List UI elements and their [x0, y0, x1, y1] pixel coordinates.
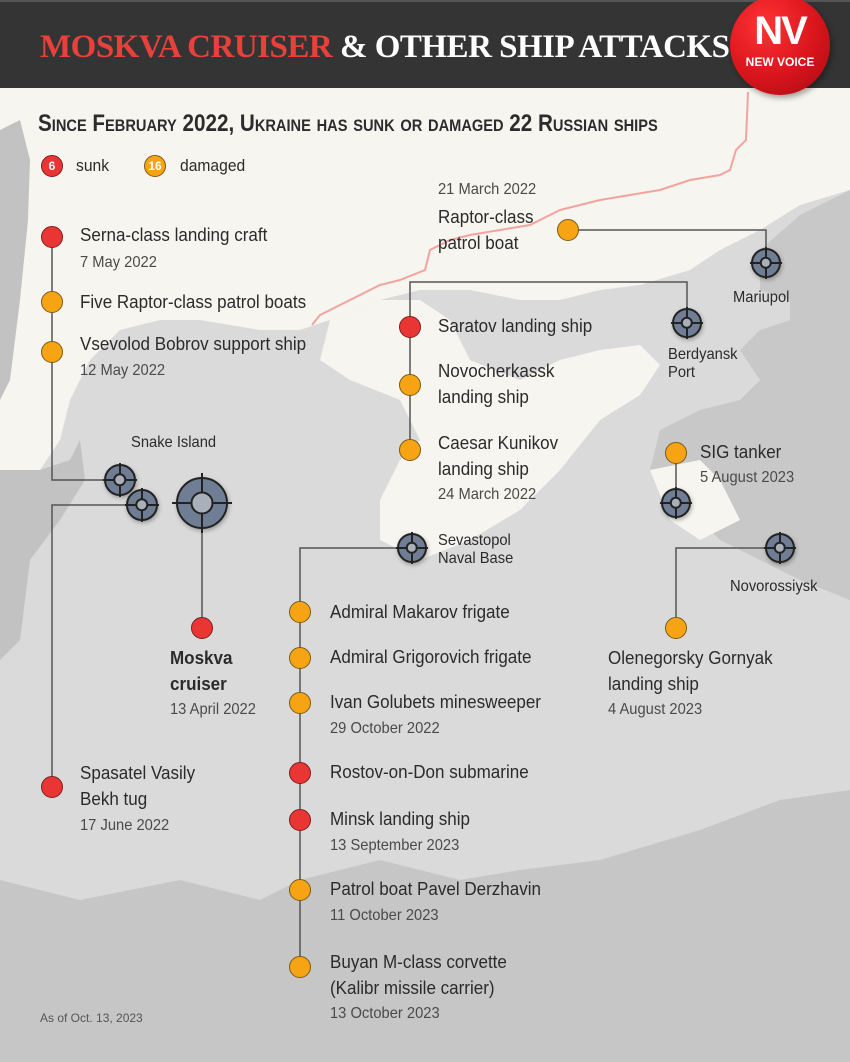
damaged-marker: [41, 341, 63, 363]
header-bar: MOSKVA CRUISER & OTHER SHIP ATTACKS: [0, 0, 850, 88]
front-line: [311, 91, 749, 326]
ship-name: Spasatel Vasily: [80, 762, 196, 783]
sunk-marker: [289, 762, 311, 784]
target-icon-moskva: [172, 473, 232, 533]
ship-date: 12 May 2022: [80, 362, 166, 379]
ship-name: Caesar Kunikov: [438, 432, 559, 453]
place-sevastopol-line1: Sevastopol: [438, 532, 511, 549]
ship-name: Minsk landing ship: [330, 808, 471, 829]
damaged-marker: [399, 439, 421, 461]
damaged-marker: [665, 442, 687, 464]
ship-date: 13 April 2022: [170, 701, 256, 718]
ship-name: Saratov landing ship: [438, 315, 593, 336]
legend-sunk-marker: 6: [41, 155, 63, 177]
ship-date: 11 October 2023: [330, 907, 439, 924]
place-snake-island: Snake Island: [131, 434, 217, 451]
ship-name: SIG tanker: [700, 441, 782, 462]
land-romania: [0, 120, 85, 660]
ship-date: 17 June 2022: [80, 817, 170, 834]
ship-name: (Kalibr missile carrier): [330, 977, 495, 998]
ship-date: 24 March 2022: [438, 486, 537, 503]
place-berdyansk: Berdyansk Port: [668, 346, 738, 382]
damaged-marker: [289, 879, 311, 901]
leader-line-left-top: [51, 237, 120, 481]
ship-date: 21 March 2022: [438, 181, 537, 198]
footnote: As of Oct. 13, 2023: [40, 1011, 143, 1025]
ship-name: Novocherkassk: [438, 360, 555, 381]
ship-name: Serna-class landing craft: [80, 224, 268, 245]
ship-name: Admiral Grigorovich frigate: [330, 646, 532, 667]
ship-name: Ivan Golubets minesweeper: [330, 691, 541, 712]
damaged-marker: [557, 219, 579, 241]
legend-sunk-label: sunk: [76, 156, 110, 175]
damaged-marker: [289, 956, 311, 978]
damaged-marker: [289, 601, 311, 623]
ship-name: Patrol boat Pavel Derzhavin: [330, 878, 541, 899]
ship-name: Raptor-class: [438, 206, 534, 227]
ship-name: Bekh tug: [80, 788, 148, 809]
ship-name: Buyan M-class corvette: [330, 951, 507, 972]
sunk-marker: [289, 809, 311, 831]
land-kuban: [650, 460, 740, 540]
target-icon-berdyansk: [670, 306, 704, 340]
logo-subtext: NEW VOICE: [745, 55, 815, 69]
leader-line-berdyansk: [409, 281, 688, 450]
subtitle: Since February 2022, Ukraine has sunk or…: [38, 110, 658, 137]
land-ukraine: [0, 86, 850, 470]
ship-date: 13 September 2023: [330, 837, 460, 854]
ship-date: 4 August 2023: [608, 701, 703, 718]
place-sevastopol: Sevastopol Naval Base: [438, 532, 513, 568]
ship-date: 13 October 2023: [330, 1005, 440, 1022]
legend-damaged-label: damaged: [180, 156, 246, 175]
place-novorossiysk: Novorossiysk: [730, 578, 818, 595]
page-title: MOSKVA CRUISER & OTHER SHIP ATTACKS: [40, 29, 730, 66]
ship-name-moskva: cruiser: [170, 673, 227, 694]
title-rest: & OTHER SHIP ATTACKS: [339, 29, 730, 65]
leader-line-novorossiysk: [675, 547, 780, 628]
ship-date: 7 May 2022: [80, 254, 157, 271]
damaged-marker: [41, 291, 63, 313]
legend-damaged-marker: 16: [144, 155, 166, 177]
target-icon-novorossiysk: [763, 531, 797, 565]
ship-name: Olenegorsky Gornyak: [608, 647, 773, 668]
place-sevastopol-line2: Naval Base: [438, 550, 514, 567]
place-berdyansk-line1: Berdyansk: [668, 346, 738, 363]
leader-line-left-bottom: [51, 504, 142, 787]
sunk-marker: [41, 226, 63, 248]
title-highlight: MOSKVA CRUISER: [40, 29, 333, 65]
target-icon-sig: [659, 486, 693, 520]
ship-date: 5 August 2023: [700, 469, 795, 486]
damaged-marker: [289, 692, 311, 714]
damaged-marker: [399, 374, 421, 396]
nv-logo: NV NEW VOICE: [730, 0, 830, 95]
sunk-marker: [191, 617, 213, 639]
land-crimea: [320, 300, 660, 560]
ship-date: 29 October 2022: [330, 720, 440, 737]
target-icon-mariupol: [749, 246, 783, 280]
ship-name: landing ship: [608, 673, 699, 694]
sunk-marker: [41, 776, 63, 798]
ship-name: Vsevolod Bobrov support ship: [80, 333, 307, 354]
place-mariupol: Mariupol: [733, 289, 790, 306]
target-icon-snake-island-1: [102, 462, 138, 498]
target-icon-snake-island-2: [124, 487, 160, 523]
ship-name: patrol boat: [438, 232, 519, 253]
land-turkey: [0, 790, 850, 1062]
sunk-marker: [399, 316, 421, 338]
ship-name: landing ship: [438, 386, 529, 407]
ship-name: Admiral Makarov frigate: [330, 601, 510, 622]
ship-name: landing ship: [438, 458, 529, 479]
target-icon-sevastopol: [395, 531, 429, 565]
ship-name: Five Raptor-class patrol boats: [80, 291, 307, 312]
damaged-marker: [289, 647, 311, 669]
place-berdyansk-line2: Port: [668, 364, 695, 381]
damaged-marker: [665, 617, 687, 639]
ship-name: Rostov-on-Don submarine: [330, 761, 529, 782]
ship-name-moskva: Moskva: [170, 647, 233, 668]
logo-text: NV: [754, 9, 808, 53]
